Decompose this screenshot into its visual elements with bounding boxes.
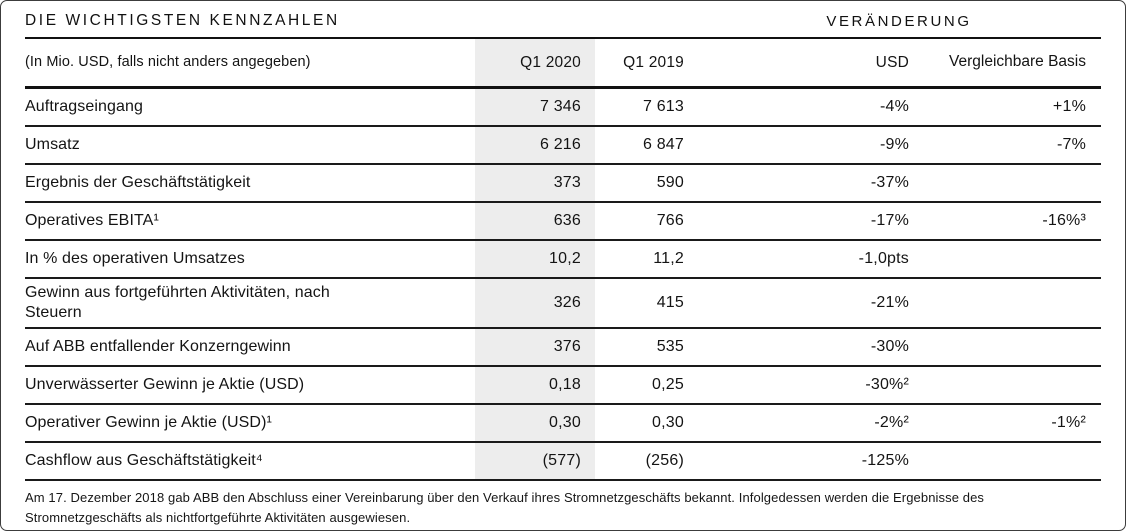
- column-header-comparable-basis: Vergleichbare Basis: [949, 53, 1086, 71]
- cell-comparable-change: +1%: [1052, 98, 1086, 115]
- cell-q1-2020: (577): [475, 443, 595, 479]
- cell-q1-2020: 0,18: [475, 367, 595, 403]
- table-row-unverwaesserter-gewinn-je-aktie: Unverwässerter Gewinn je Aktie (USD) 0,1…: [25, 367, 1101, 405]
- row-label: Unverwässerter Gewinn je Aktie (USD): [25, 376, 305, 393]
- cell-q1-2019: 415: [656, 294, 684, 311]
- cell-q1-2020: 6 216: [475, 127, 595, 163]
- title-row: DIE WICHTIGSTEN KENNZAHLEN VERÄNDERUNG: [25, 1, 1101, 39]
- page-title: DIE WICHTIGSTEN KENNZAHLEN: [25, 12, 340, 29]
- row-label: Gewinn aus fortgeführten Aktivitäten, na…: [25, 284, 330, 321]
- cell-q1-2020: 10,2: [475, 241, 595, 277]
- cell-usd-change: -21%: [870, 294, 909, 311]
- cell-q1-2019: 11,2: [653, 250, 684, 267]
- cell-comparable-change: -7%: [1056, 136, 1086, 153]
- cell-q1-2019: 7 613: [642, 98, 684, 115]
- table-row-operativer-gewinn-je-aktie: Operativer Gewinn je Aktie (USD)¹ 0,30 0…: [25, 405, 1101, 443]
- cell-q1-2019: 590: [656, 174, 684, 191]
- column-header-row: (In Mio. USD, falls nicht anders angegeb…: [25, 39, 1101, 89]
- row-label: In % des operativen Umsatzes: [25, 250, 245, 267]
- row-label: Operatives EBITA¹: [25, 212, 159, 229]
- table-row-abb-konzerngewinn: Auf ABB entfallender Konzerngewinn 376 5…: [25, 329, 1101, 367]
- table-row-ergebnis-geschaeftstaetigkeit: Ergebnis der Geschäftstätigkeit 373 590 …: [25, 165, 1101, 203]
- column-header-usd: USD: [875, 53, 909, 71]
- cell-usd-change: -125%: [861, 452, 909, 469]
- row-label: Auf ABB entfallender Konzerngewinn: [25, 338, 291, 355]
- cell-q1-2019: (256): [645, 452, 684, 469]
- row-label: Auftragseingang: [25, 98, 144, 115]
- cell-usd-change: -30%²: [865, 376, 909, 393]
- footnote-text: Am 17. Dezember 2018 gab ABB den Abschlu…: [25, 490, 985, 525]
- cell-comparable-change: -16%³: [1042, 212, 1086, 229]
- table-row-cashflow-geschaeftstaetigkeit: Cashflow aus Geschäftstätigkeit⁴ (577) (…: [25, 443, 1101, 481]
- row-label: Umsatz: [25, 136, 80, 153]
- row-label: Ergebnis der Geschäftstätigkeit: [25, 174, 251, 191]
- cell-q1-2019: 0,25: [652, 376, 684, 393]
- cell-q1-2019: 0,30: [652, 414, 684, 431]
- cell-usd-change: -2%²: [874, 414, 909, 431]
- cell-usd-change: -17%: [870, 212, 909, 229]
- change-group-header: VERÄNDERUNG: [826, 12, 972, 30]
- cell-q1-2020: 373: [475, 165, 595, 201]
- cell-usd-change: -4%: [879, 98, 909, 115]
- cell-q1-2019: 6 847: [642, 136, 684, 153]
- table-row-prozent-operativer-umsatz: In % des operativen Umsatzes 10,2 11,2 -…: [25, 241, 1101, 279]
- table-row-umsatz: Umsatz 6 216 6 847 -9% -7%: [25, 127, 1101, 165]
- cell-q1-2019: 766: [656, 212, 684, 229]
- cell-usd-change: -30%: [870, 338, 909, 355]
- cell-q1-2020: 0,30: [475, 405, 595, 441]
- column-header-q1-2019: Q1 2019: [623, 53, 684, 71]
- cell-usd-change: -9%: [879, 136, 909, 153]
- table-row-auftragseingang: Auftragseingang 7 346 7 613 -4% +1%: [25, 89, 1101, 127]
- cell-q1-2020: 636: [475, 203, 595, 239]
- cell-comparable-change: -1%²: [1051, 414, 1086, 431]
- table-row-operatives-ebita: Operatives EBITA¹ 636 766 -17% -16%³: [25, 203, 1101, 241]
- row-label: Operativer Gewinn je Aktie (USD)¹: [25, 414, 272, 431]
- cell-q1-2020: 326: [475, 279, 595, 327]
- table-row-gewinn-fortgefuehrte-aktivitaeten: Gewinn aus fortgeführten Aktivitäten, na…: [25, 279, 1101, 329]
- cell-q1-2020: 376: [475, 329, 595, 365]
- column-header-unit-note: (In Mio. USD, falls nicht anders angegeb…: [25, 54, 311, 71]
- cell-q1-2019: 535: [656, 338, 684, 355]
- row-label: Cashflow aus Geschäftstätigkeit⁴: [25, 452, 263, 469]
- cell-usd-change: -37%: [870, 174, 909, 191]
- column-header-q1-2020: Q1 2020: [475, 39, 595, 86]
- cell-q1-2020: 7 346: [475, 89, 595, 125]
- cell-usd-change: -1,0pts: [858, 250, 909, 267]
